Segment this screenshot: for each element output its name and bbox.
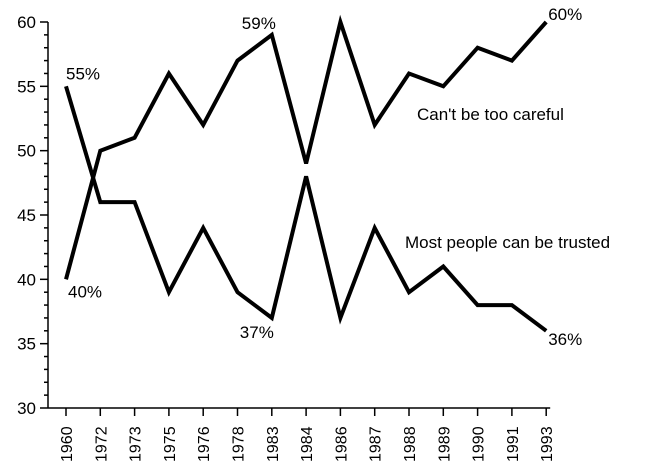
x-tick-label: 1993	[539, 426, 556, 462]
series-lines	[64, 14, 548, 333]
value-annotation: 59%	[242, 14, 276, 33]
x-tick-label: 1976	[196, 426, 213, 462]
y-tick-label: 45	[17, 206, 36, 225]
series-label-cant-be-too-careful: Can't be too careful	[417, 105, 564, 124]
x-tick-label: 1978	[231, 426, 248, 462]
x-tick-label: 1987	[368, 426, 385, 462]
series-line-0	[64, 14, 548, 280]
x-tick-label: 1960	[59, 426, 76, 462]
value-annotation: 55%	[66, 64, 100, 83]
y-tick-label: 50	[17, 142, 36, 161]
x-tick-label: 1975	[162, 426, 179, 462]
x-tick-label: 1972	[93, 426, 110, 462]
x-tick-label: 1990	[471, 426, 488, 462]
y-tick-label: 40	[17, 270, 36, 289]
series-labels: Can't be too careful Most people can be …	[405, 105, 610, 252]
value-annotation: 36%	[548, 330, 582, 349]
value-annotation: 37%	[240, 323, 274, 342]
x-tick-label: 1989	[436, 426, 453, 462]
y-tick-label: 55	[17, 77, 36, 96]
y-tick-label: 35	[17, 335, 36, 354]
x-tick-label: 1986	[333, 426, 350, 462]
y-tick-label: 60	[17, 13, 36, 32]
x-tick-label: 1988	[402, 426, 419, 462]
annotations: 55% 40% 59% 37% 60% 36%	[66, 5, 582, 349]
y-tick-label: 30	[17, 399, 36, 418]
x-tick-label: 1984	[299, 426, 316, 462]
x-tick-label: 1991	[505, 426, 522, 462]
series-line-1	[64, 85, 548, 333]
value-annotation: 60%	[548, 5, 582, 24]
x-tick-label: 1983	[265, 426, 282, 462]
series-label-most-people-can-be-trusted: Most people can be trusted	[405, 233, 610, 252]
x-tick-label: 1973	[128, 426, 145, 462]
axes: 30 35 40 45 50 55 60 1960 1972 1973 1975 1976 1978 19…	[17, 13, 556, 462]
value-annotation: 40%	[68, 282, 102, 301]
